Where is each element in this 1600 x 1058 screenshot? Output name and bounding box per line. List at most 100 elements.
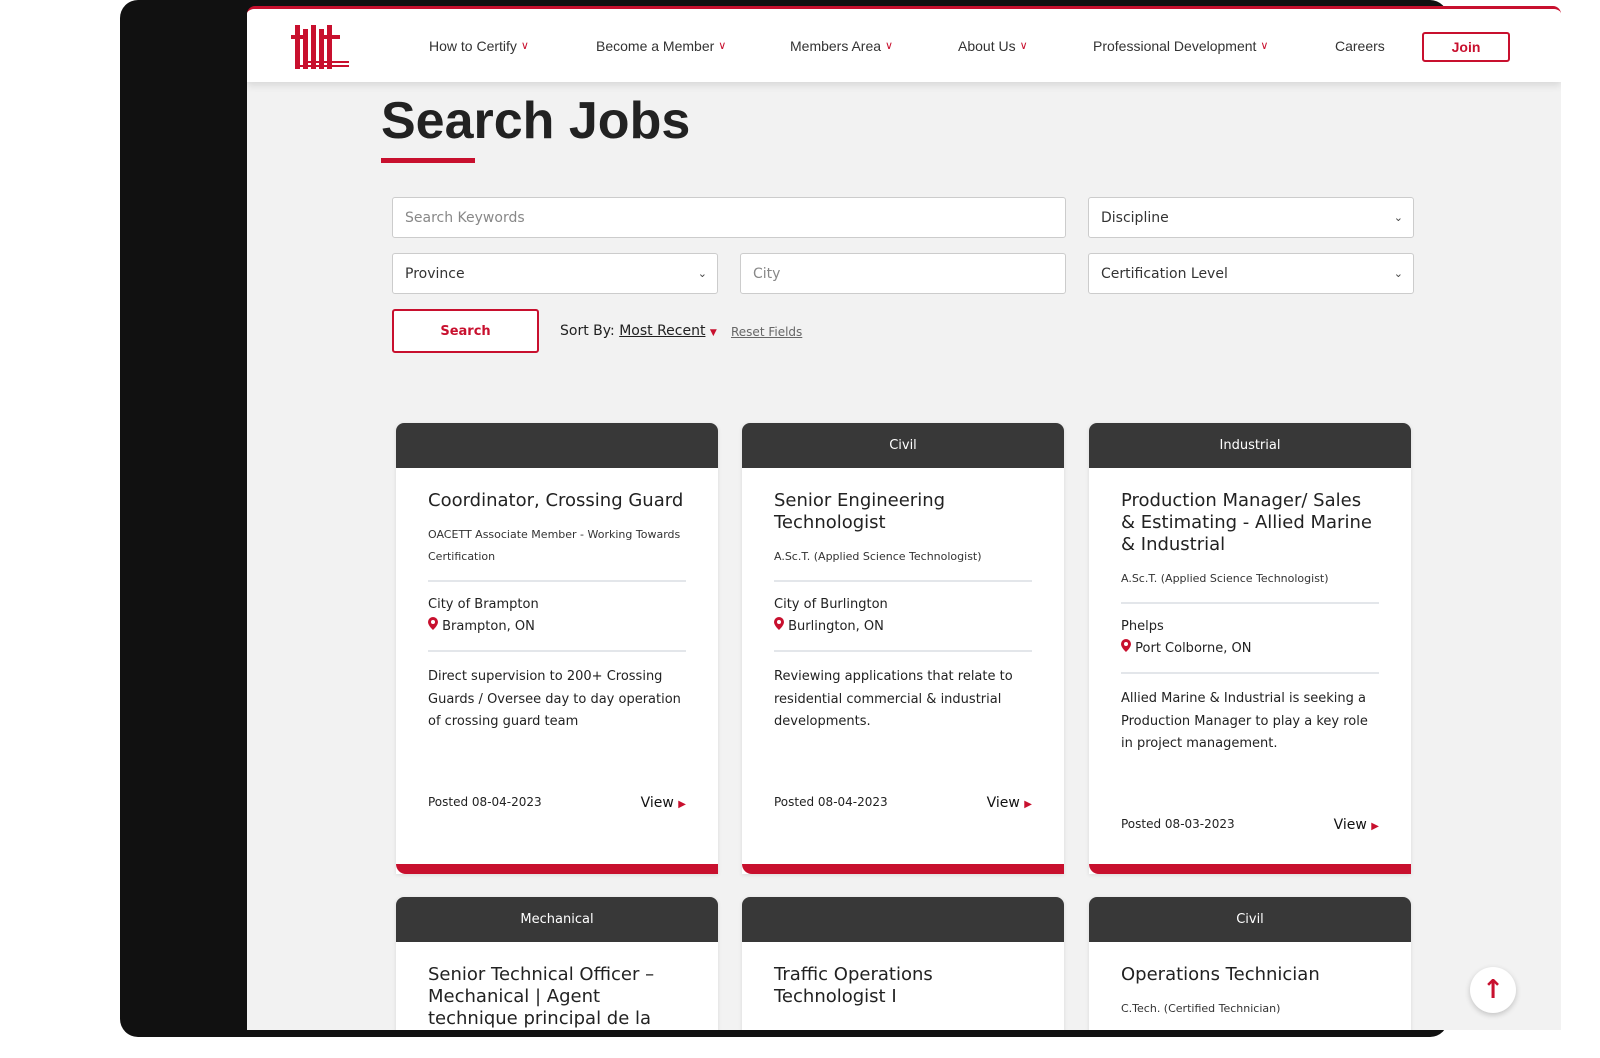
nav-label: Members Area	[790, 37, 882, 54]
chevron-down-icon: ⌄	[1393, 211, 1403, 224]
nav-about-us[interactable]: About Us ∨	[958, 9, 1028, 82]
job-title[interactable]: Coordinator, Crossing Guard	[428, 490, 684, 511]
job-certification: A.Sc.T. (Applied Science Technologist)	[774, 546, 1032, 582]
search-button[interactable]: Search	[392, 309, 539, 353]
card-accent-bar	[396, 864, 718, 874]
chevron-down-icon: ⌄	[1393, 267, 1403, 280]
search-keywords-input[interactable]: Search Keywords	[392, 197, 1066, 238]
job-card-body: Production Manager/ Sales & Estimating -…	[1089, 468, 1411, 756]
job-location: Brampton, ON	[442, 619, 535, 634]
view-label: View	[640, 795, 674, 811]
job-employer: City of Brampton	[428, 597, 539, 612]
job-certification: OACETT Associate Member - Working Toward…	[428, 524, 686, 582]
nav-how-to-certify[interactable]: How to Certify ∨	[429, 9, 529, 82]
join-button[interactable]: Join	[1422, 32, 1510, 62]
job-category: Mechanical	[396, 897, 718, 942]
nav-label: About Us	[958, 37, 1016, 54]
job-card-body: Traffic Operations Technologist I	[742, 942, 1064, 1008]
job-description: Direct supervision to 200+ Crossing Guar…	[428, 669, 681, 729]
sort-control: Sort By: Most Recent ▼	[560, 323, 717, 339]
job-card-body: Senior Technical Officer – Mechanical | …	[396, 942, 718, 1030]
select-value: Province	[405, 265, 465, 282]
nav-members-area[interactable]: Members Area ∨	[790, 9, 893, 82]
view-job-link[interactable]: View ▶	[1334, 817, 1379, 833]
site-logo[interactable]	[291, 21, 349, 75]
job-card[interactable]: Industrial Production Manager/ Sales & Es…	[1089, 423, 1411, 874]
caret-right-icon: ▶	[1371, 821, 1379, 832]
card-accent-bar	[742, 864, 1064, 874]
chevron-down-icon: ∨	[718, 40, 727, 52]
job-card[interactable]: Mechanical Senior Technical Officer – Mec…	[396, 897, 718, 1030]
job-title[interactable]: Traffic Operations Technologist I	[774, 964, 933, 1007]
nav-careers[interactable]: Careers	[1335, 9, 1385, 82]
card-accent-bar	[1089, 864, 1411, 874]
job-employer-block: Phelps Port Colborne, ON	[1121, 604, 1379, 674]
job-location: Burlington, ON	[788, 619, 884, 634]
job-employer: Phelps	[1121, 619, 1164, 634]
job-certification: C.Tech. (Certified Technician)	[1121, 998, 1379, 1030]
back-to-top-button[interactable]: ↑	[1470, 967, 1516, 1013]
map-pin-icon	[774, 617, 784, 634]
sort-label: Sort By:	[560, 323, 615, 339]
nav-become-member[interactable]: Become a Member ∨	[596, 9, 726, 82]
title-underline	[381, 158, 475, 163]
job-card-body: Senior Engineering Technologist A.Sc.T. (…	[742, 468, 1064, 734]
sort-dropdown[interactable]: Most Recent	[619, 323, 706, 339]
job-description: Allied Marine & Industrial is seeking a …	[1121, 691, 1368, 751]
select-value: Certification Level	[1101, 265, 1228, 282]
job-category: Civil	[742, 423, 1064, 468]
job-certification: A.Sc.T. (Applied Science Technologist)	[1121, 568, 1379, 604]
job-category	[396, 423, 718, 468]
city-input[interactable]: City	[740, 253, 1066, 294]
job-title[interactable]: Production Manager/ Sales & Estimating -…	[1121, 490, 1372, 555]
view-label: View	[1333, 817, 1367, 833]
job-card-body: Operations Technician C.Tech. (Certified …	[1089, 942, 1411, 1030]
job-title[interactable]: Senior Engineering Technologist	[774, 490, 946, 533]
chevron-down-icon: ∨	[1260, 40, 1269, 52]
job-card[interactable]: Civil Senior Engineering Technologist A.Sc…	[742, 423, 1064, 874]
site-header: How to Certify ∨ Become a Member ∨ Members…	[247, 9, 1561, 82]
job-category: Civil	[1089, 897, 1411, 942]
chevron-down-icon: ⌄	[697, 267, 707, 280]
job-category	[742, 897, 1064, 942]
job-category: Industrial	[1089, 423, 1411, 468]
select-value: Discipline	[1101, 209, 1169, 226]
caret-down-icon: ▼	[709, 328, 717, 338]
map-pin-icon	[1121, 639, 1131, 656]
browser-viewport: How to Certify ∨ Become a Member ∨ Members…	[247, 6, 1561, 1030]
nav-label: Careers	[1335, 37, 1385, 54]
discipline-select[interactable]: Discipline ⌄	[1088, 197, 1414, 238]
nav-professional-development[interactable]: Professional Development ∨	[1093, 9, 1268, 82]
job-card[interactable]: Coordinator, Crossing Guard OACETT Associ…	[396, 423, 718, 874]
job-card[interactable]: Traffic Operations Technologist I	[742, 897, 1064, 1030]
job-title[interactable]: Senior Technical Officer – Mechanical | …	[428, 964, 655, 1029]
job-card-body: Coordinator, Crossing Guard OACETT Associ…	[396, 468, 718, 734]
job-posted-date: Posted 08-04-2023	[428, 795, 542, 809]
job-employer-block: City of Brampton Brampton, ON	[428, 582, 686, 652]
caret-right-icon: ▶	[1024, 799, 1032, 810]
view-job-link[interactable]: View ▶	[641, 795, 686, 811]
certification-level-select[interactable]: Certification Level ⌄	[1088, 253, 1414, 294]
map-pin-icon	[428, 617, 438, 634]
job-posted-date: Posted 08-03-2023	[1121, 817, 1235, 831]
view-job-link[interactable]: View ▶	[987, 795, 1032, 811]
job-location: Port Colborne, ON	[1135, 641, 1252, 656]
chevron-down-icon: ∨	[520, 40, 529, 52]
province-select[interactable]: Province ⌄	[392, 253, 718, 294]
job-employer-block: City of Burlington Burlington, ON	[774, 582, 1032, 652]
view-label: View	[986, 795, 1020, 811]
chevron-down-icon: ∨	[885, 40, 894, 52]
page-title: Search Jobs	[381, 92, 691, 150]
job-title[interactable]: Operations Technician	[1121, 964, 1320, 985]
job-employer: City of Burlington	[774, 597, 888, 612]
caret-right-icon: ▶	[678, 799, 686, 810]
job-description: Reviewing applications that relate to re…	[774, 669, 1013, 729]
chevron-down-icon: ∨	[1019, 40, 1028, 52]
nav-label: How to Certify	[429, 37, 517, 54]
job-card[interactable]: Civil Operations Technician C.Tech. (Certi…	[1089, 897, 1411, 1030]
arrow-up-icon: ↑	[1482, 975, 1504, 1005]
reset-fields-link[interactable]: Reset Fields	[731, 325, 803, 339]
nav-label: Professional Development	[1093, 37, 1257, 54]
job-posted-date: Posted 08-04-2023	[774, 795, 888, 809]
nav-label: Become a Member	[596, 37, 715, 54]
